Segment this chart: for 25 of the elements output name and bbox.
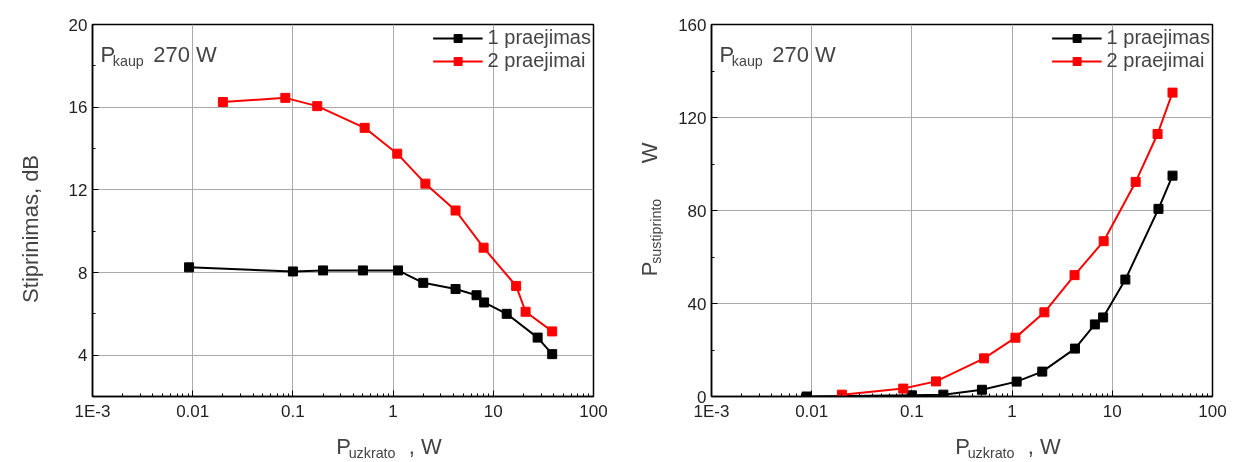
x-tick-label: 0.01 [795, 401, 829, 421]
x-tick-label: 0.1 [900, 401, 924, 421]
x-tick-label: 1 [1007, 401, 1017, 421]
x-tick-label: 100 [579, 401, 608, 421]
y-tick-label: 8 [78, 263, 88, 283]
y-tick-label: 40 [687, 294, 707, 314]
x-tick-label: 10 [1102, 401, 1122, 421]
y-tick-label: 160 [678, 15, 707, 35]
y-tick-label: 4 [78, 346, 88, 366]
y-tick-label: 20 [68, 15, 88, 35]
legend-label: 1 praejimas [487, 26, 591, 49]
y-axis-title: Stiprinimas, dB [18, 154, 43, 303]
y-tick-label: 80 [687, 201, 707, 221]
x-tick-label: 10 [483, 401, 503, 421]
legend-label: 1 praejimas [1106, 26, 1210, 49]
x-tick-label: 1 [388, 401, 398, 421]
y-tick-label: 16 [68, 98, 88, 118]
x-tick-label: 0.1 [281, 401, 305, 421]
legend-label: 2 praejimai [1106, 49, 1205, 72]
x-tick-label: 1E-3 [74, 401, 111, 421]
y-tick-label: 120 [678, 108, 707, 128]
legend-label: 2 praejimai [487, 49, 586, 72]
y-tick-label: 12 [68, 180, 88, 200]
x-tick-label: 0.01 [176, 401, 210, 421]
x-tick-label: 100 [1198, 401, 1227, 421]
